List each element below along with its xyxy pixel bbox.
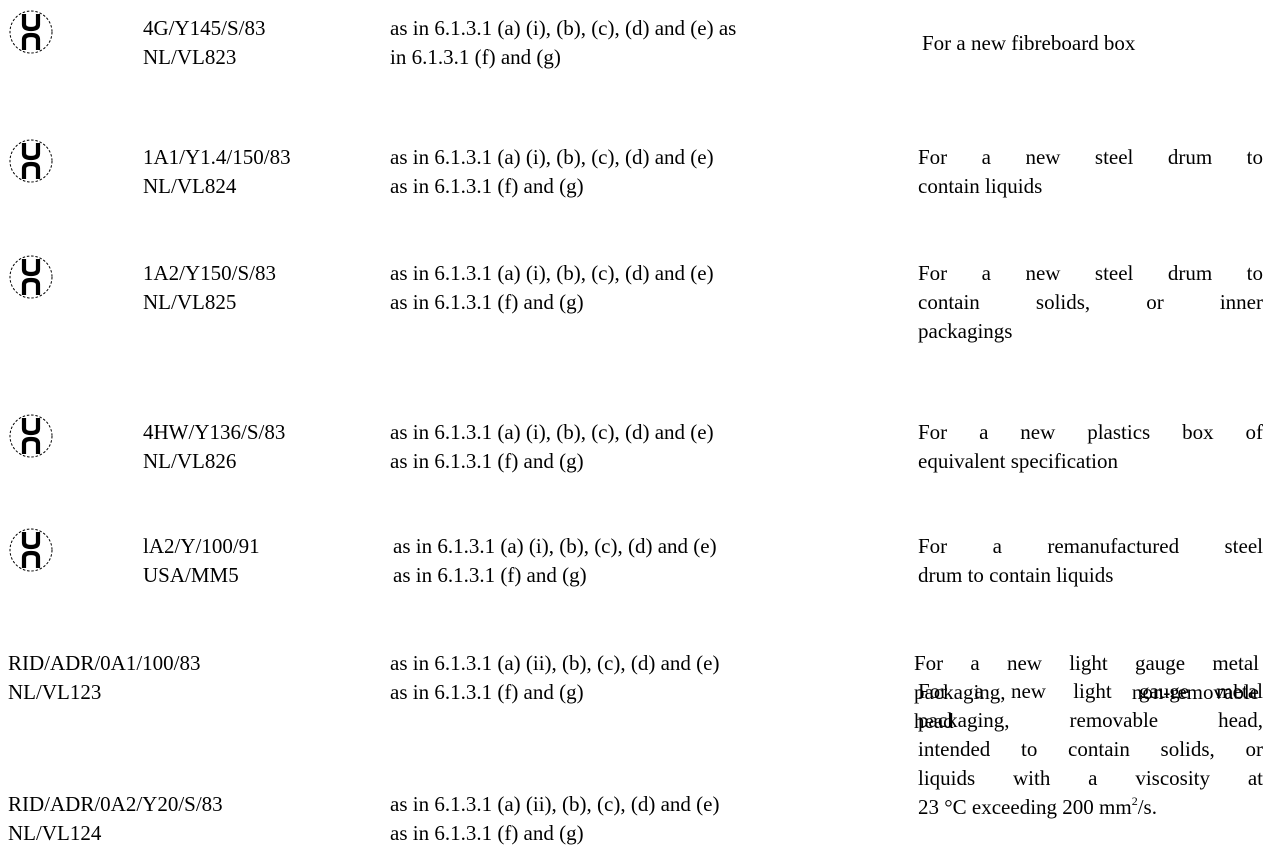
compliance-reference: as in 6.1.3.1 (a) (i), (b), (c), (d) and…	[390, 418, 714, 476]
marking-code-line: NL/VL124	[8, 821, 102, 845]
marking-code: 4HW/Y136/S/83 NL/VL826	[143, 418, 285, 476]
compliance-reference-line: as in 6.1.3.1 (f) and (g)	[390, 680, 584, 704]
compliance-reference: as in 6.1.3.1 (a) (i), (b), (c), (d) and…	[390, 14, 736, 72]
packaging-description-line: 23 °C exceeding 200 mm2/s.	[918, 793, 1263, 822]
packaging-description-line: contain liquids	[918, 174, 1043, 198]
packaging-description: For a new light gauge metal packaging, r…	[918, 677, 1263, 822]
packaging-description-line: For a new light gauge metal	[914, 651, 1259, 675]
compliance-reference-line: as in 6.1.3.1 (a) (i), (b), (c), (d) and…	[390, 420, 714, 444]
packaging-description: For a remanufactured steel drum to conta…	[918, 532, 1263, 590]
compliance-reference-line: as in 6.1.3.1 (f) and (g)	[390, 290, 584, 314]
marking-code-line: NL/VL825	[143, 290, 237, 314]
packaging-description-line: packagings	[918, 319, 1013, 343]
compliance-reference-line: as in 6.1.3.1 (f) and (g)	[390, 174, 584, 198]
marking-code-line: 1A2/Y150/S/83	[143, 261, 277, 285]
packaging-description-line: liquids with a viscosity at	[918, 766, 1263, 790]
packaging-description-line: For a new fibreboard box	[922, 31, 1136, 55]
packaging-description-line: equivalent specification	[918, 449, 1119, 473]
compliance-reference-line: as in 6.1.3.1 (f) and (g)	[390, 449, 584, 473]
packaging-description-line: For a new light gauge metal	[918, 679, 1263, 703]
compliance-reference: as in 6.1.3.1 (a) (ii), (b), (c), (d) an…	[390, 649, 719, 707]
marking-code: lA2/Y/100/91 USA/MM5	[143, 532, 260, 590]
packaging-description: For a new steel drum to contain liquids	[918, 143, 1263, 201]
marking-code: RID/ADR/0A1/100/83 NL/VL123	[8, 649, 201, 707]
packaging-description-line: contain solids, or inner	[918, 290, 1263, 314]
compliance-reference: as in 6.1.3.1 (a) (i), (b), (c), (d) and…	[393, 532, 717, 590]
un-packaging-mark-icon	[9, 528, 53, 572]
marking-code-line: 1A1/Y1.4/150/83	[143, 145, 291, 169]
marking-code-line: RID/ADR/0A1/100/83	[8, 651, 201, 675]
compliance-reference-line: as in 6.1.3.1 (f) and (g)	[393, 563, 587, 587]
marking-code-line: lA2/Y/100/91	[143, 534, 260, 558]
compliance-reference-line: as in 6.1.3.1 (a) (i), (b), (c), (d) and…	[390, 145, 714, 169]
marking-code-line: NL/VL826	[143, 449, 237, 473]
packaging-description-line: drum to contain liquids	[918, 563, 1114, 587]
compliance-reference-line: as in 6.1.3.1 (a) (i), (b), (c), (d) and…	[390, 261, 714, 285]
viscosity-unit-text: /s.	[1137, 795, 1157, 819]
compliance-reference-line: as in 6.1.3.1 (a) (ii), (b), (c), (d) an…	[390, 651, 720, 675]
marking-code-line: NL/VL823	[143, 45, 237, 69]
packaging-description-line: packaging, non-removable	[914, 680, 1259, 704]
viscosity-text: 23 °C exceeding 200 mm	[918, 795, 1132, 819]
compliance-reference-line: as in 6.1.3.1 (a) (i), (b), (c), (d) and…	[390, 16, 737, 40]
packaging-description: For a new light gauge metal packaging, n…	[914, 649, 1259, 736]
marking-code: 1A1/Y1.4/150/83 NL/VL824	[143, 143, 291, 201]
packaging-description-line: For a remanufactured steel	[918, 534, 1263, 558]
packaging-description-line: packaging, removable head,	[918, 708, 1263, 732]
packaging-description-line: For a new steel drum to	[918, 145, 1263, 169]
marking-code: 4G/Y145/S/83 NL/VL823	[143, 14, 266, 72]
marking-code-line: NL/VL824	[143, 174, 237, 198]
marking-code-line: RID/ADR/0A2/Y20/S/83	[8, 792, 223, 816]
un-packaging-mark-icon	[9, 255, 53, 299]
packaging-description-line: head	[914, 709, 954, 733]
compliance-reference: as in 6.1.3.1 (a) (i), (b), (c), (d) and…	[390, 143, 714, 201]
compliance-reference: as in 6.1.3.1 (a) (ii), (b), (c), (d) an…	[390, 790, 719, 848]
packaging-description-line: For a new steel drum to	[918, 261, 1263, 285]
marking-code-line: USA/MM5	[143, 563, 239, 587]
marking-code-line: 4HW/Y136/S/83	[143, 420, 286, 444]
packaging-description-line: intended to contain solids, or	[918, 737, 1263, 761]
compliance-reference: as in 6.1.3.1 (a) (i), (b), (c), (d) and…	[390, 259, 714, 317]
compliance-reference-line: as in 6.1.3.1 (f) and (g)	[390, 821, 584, 845]
compliance-reference-line: as in 6.1.3.1 (a) (i), (b), (c), (d) and…	[393, 534, 717, 558]
compliance-reference-line: as in 6.1.3.1 (a) (ii), (b), (c), (d) an…	[390, 792, 720, 816]
marking-code-line: 4G/Y145/S/83	[143, 16, 266, 40]
packaging-description: For a new steel drum to contain solids, …	[918, 259, 1263, 346]
packaging-description: For a new plastics box of equivalent spe…	[918, 418, 1263, 476]
marking-code: RID/ADR/0A2/Y20/S/83 NL/VL124	[8, 790, 223, 848]
packaging-description: For a new fibreboard box	[922, 29, 1267, 58]
un-packaging-mark-icon	[9, 414, 53, 458]
marking-code-line: NL/VL123	[8, 680, 102, 704]
marking-code: 1A2/Y150/S/83 NL/VL825	[143, 259, 276, 317]
un-packaging-mark-icon	[9, 139, 53, 183]
compliance-reference-line: in 6.1.3.1 (f) and (g)	[390, 45, 561, 69]
squared-superscript: 2	[1131, 794, 1138, 808]
packaging-description-line: For a new plastics box of	[918, 420, 1263, 444]
un-packaging-mark-icon	[9, 10, 53, 54]
